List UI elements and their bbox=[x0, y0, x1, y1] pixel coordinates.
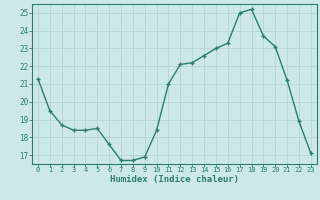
X-axis label: Humidex (Indice chaleur): Humidex (Indice chaleur) bbox=[110, 175, 239, 184]
